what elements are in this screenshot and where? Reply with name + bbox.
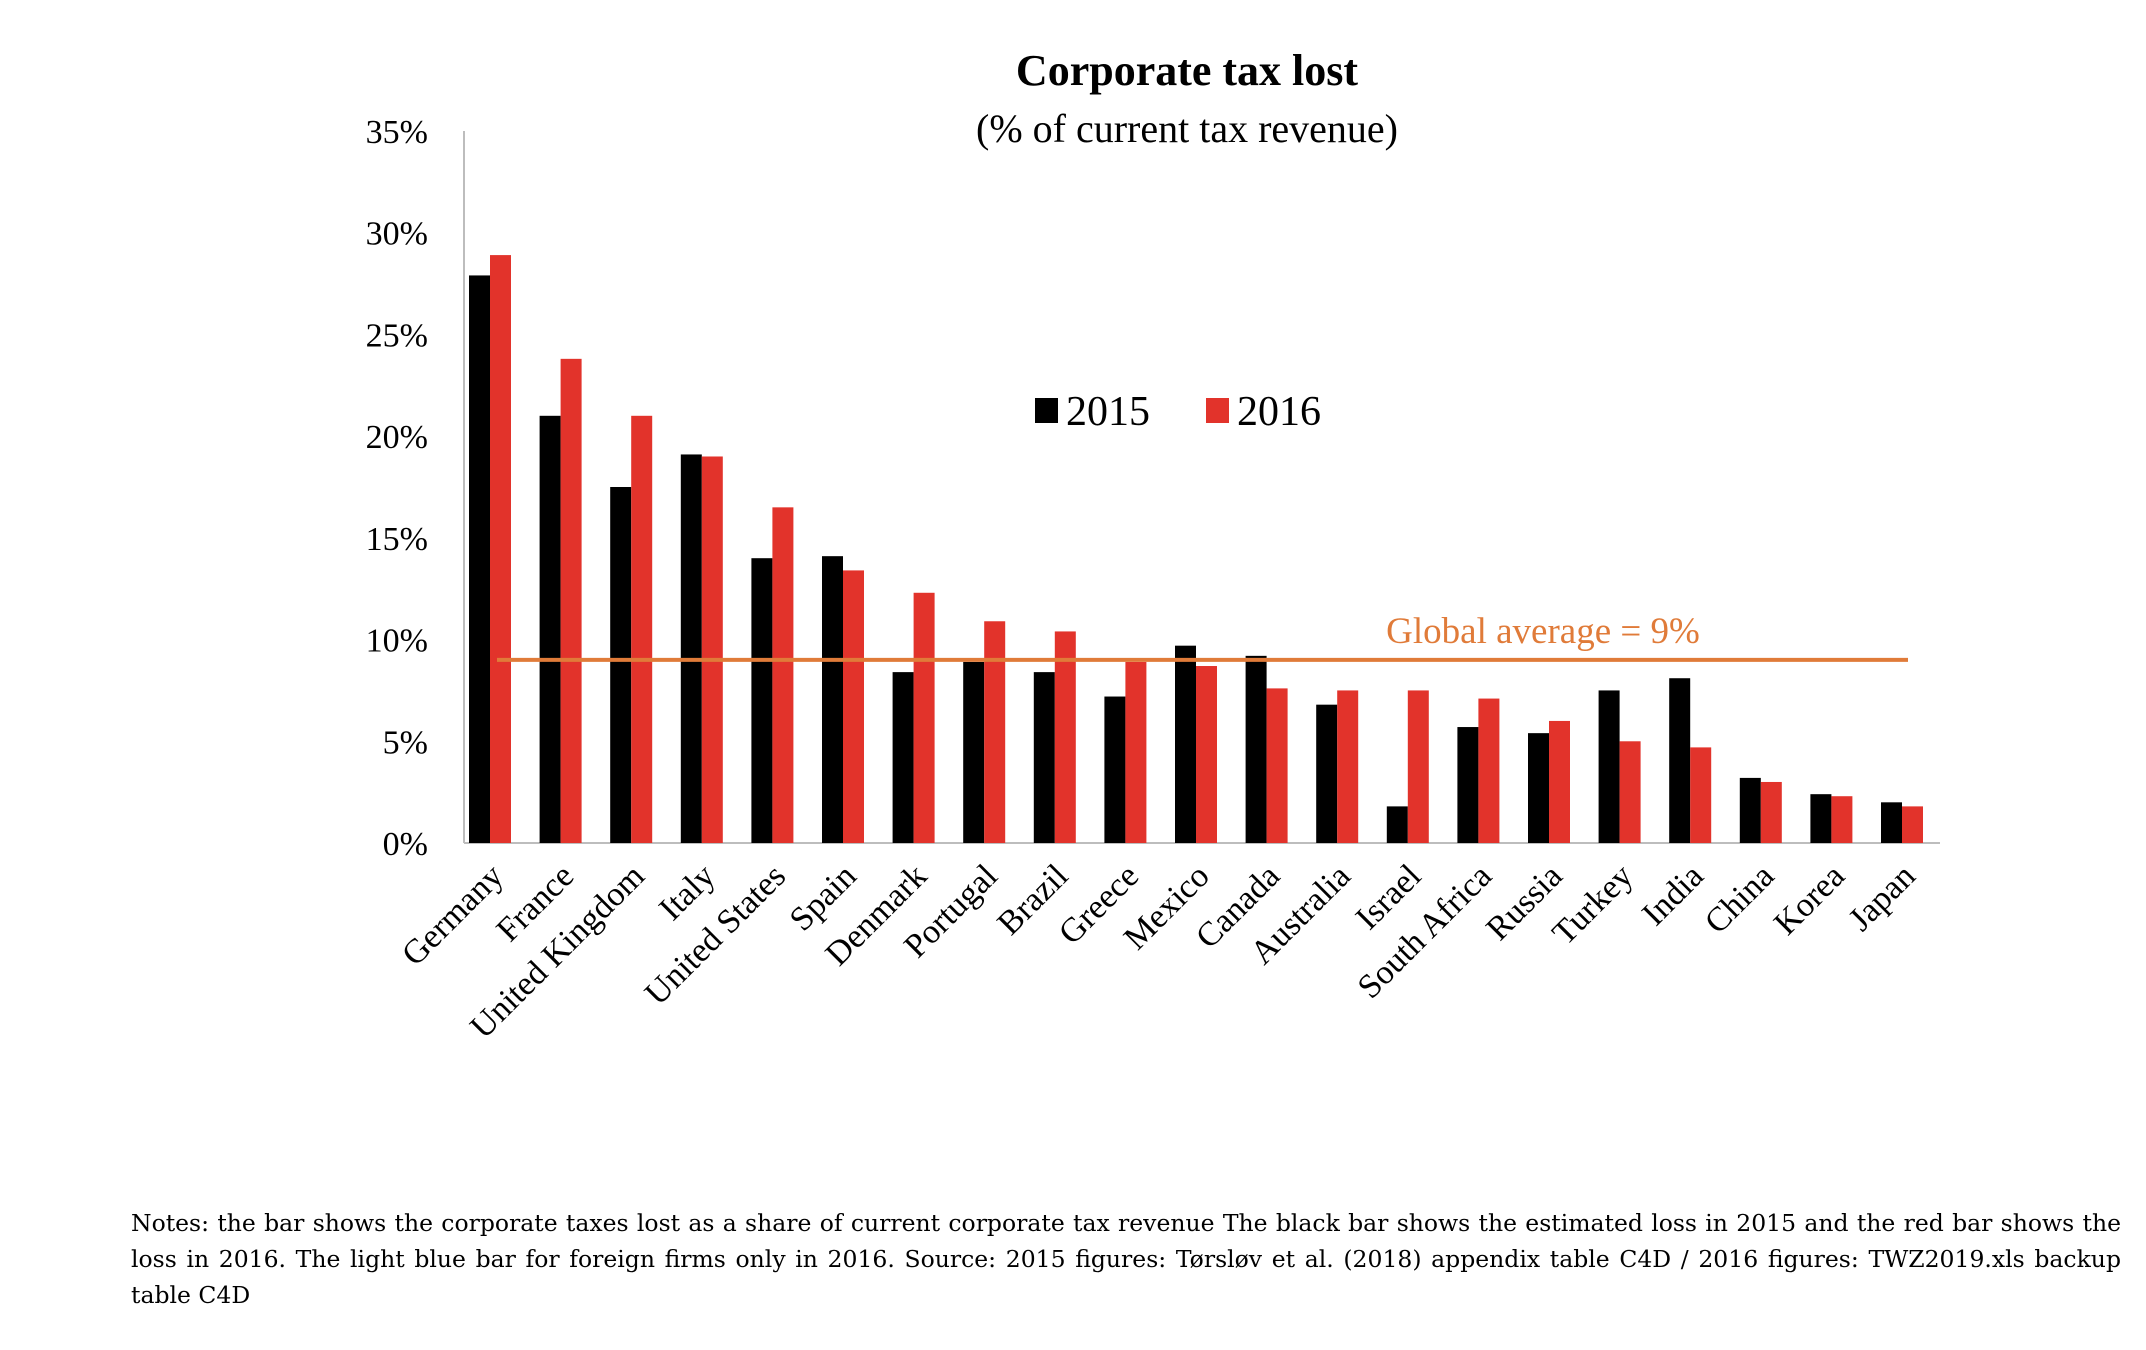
y-tick-label: 30% [366, 216, 428, 253]
bar-2016-united-states [772, 507, 794, 843]
bar-2015-australia [1316, 704, 1338, 843]
x-category-label: Germany [395, 857, 511, 973]
bar-2016-china [1760, 781, 1782, 843]
bar-2015-greece [1104, 696, 1126, 843]
y-tick-label: 25% [366, 317, 428, 354]
bar-2016-greece [1125, 661, 1147, 843]
x-category-label: India [1635, 857, 1711, 933]
legend-label-2015: 2015 [1066, 389, 1150, 435]
bar-series [469, 255, 1923, 843]
bar-2015-turkey [1598, 690, 1620, 843]
bar-2015-denmark [892, 672, 914, 843]
y-axis-tick-labels: 0% 5% 10% 15% 20% 25% 30% 35% [366, 114, 428, 863]
bar-2016-korea [1831, 796, 1853, 843]
bar-2016-italy [701, 456, 723, 843]
bar-2016-brazil [1054, 631, 1076, 843]
bar-2016-united-kingdom [631, 415, 653, 843]
x-category-label: Japan [1842, 857, 1923, 938]
y-tick-label: 0% [383, 826, 428, 863]
bar-2016-russia [1549, 720, 1570, 843]
chart-subtitle: (% of current tax revenue) [976, 106, 1398, 151]
y-tick-label: 15% [366, 521, 428, 558]
bar-2016-france [560, 358, 582, 843]
bar-2015-italy [680, 454, 702, 843]
bar-2015-china [1739, 777, 1761, 843]
bar-2015-japan [1881, 802, 1902, 843]
bar-2015-france [539, 415, 561, 843]
bar-2015-india [1669, 678, 1691, 843]
bar-2016-australia [1337, 690, 1359, 843]
bar-2015-korea [1810, 794, 1832, 843]
y-tick-label: 10% [366, 623, 428, 660]
bar-2016-portugal [984, 621, 1006, 843]
bar-2015-mexico [1175, 645, 1196, 843]
bar-2015-germany [469, 275, 490, 843]
bar-2015-south-africa [1457, 727, 1479, 843]
bar-2015-canada [1245, 655, 1267, 843]
legend-swatch-2015 [1035, 398, 1058, 423]
bar-2016-spain [843, 570, 864, 843]
y-tick-label: 20% [366, 419, 428, 456]
bar-2015-israel [1386, 806, 1408, 843]
bar-2016-germany [490, 255, 511, 843]
bar-2015-brazil [1033, 672, 1055, 843]
chart-notes: Notes: the bar shows the corporate taxes… [131, 1209, 2121, 1309]
bar-2016-south-africa [1478, 698, 1500, 843]
bar-2016-japan [1902, 806, 1923, 843]
bar-2016-turkey [1619, 741, 1641, 843]
legend: 2015 2016 [1035, 389, 1321, 435]
chart-title: Corporate tax lost [1016, 46, 1358, 95]
bar-2016-mexico [1196, 666, 1217, 843]
bar-2015-united-states [751, 558, 773, 843]
x-category-label: Korea [1767, 857, 1852, 942]
x-category-label: China [1698, 857, 1782, 941]
bar-2015-spain [822, 556, 843, 843]
y-tick-label: 5% [383, 724, 428, 761]
bar-2016-denmark [913, 592, 935, 843]
bar-2016-canada [1266, 688, 1288, 843]
global-average-label: Global average = 9% [1386, 611, 1700, 652]
y-tick-label: 35% [366, 114, 428, 151]
bar-2016-israel [1407, 690, 1429, 843]
legend-swatch-2016 [1206, 398, 1229, 423]
bar-2015-russia [1528, 733, 1549, 843]
legend-label-2016: 2016 [1237, 389, 1321, 435]
bar-2016-india [1690, 747, 1712, 843]
bar-2015-united-kingdom [610, 487, 632, 843]
x-category-label: Turkey [1546, 857, 1641, 952]
bar-2015-portugal [963, 661, 985, 843]
